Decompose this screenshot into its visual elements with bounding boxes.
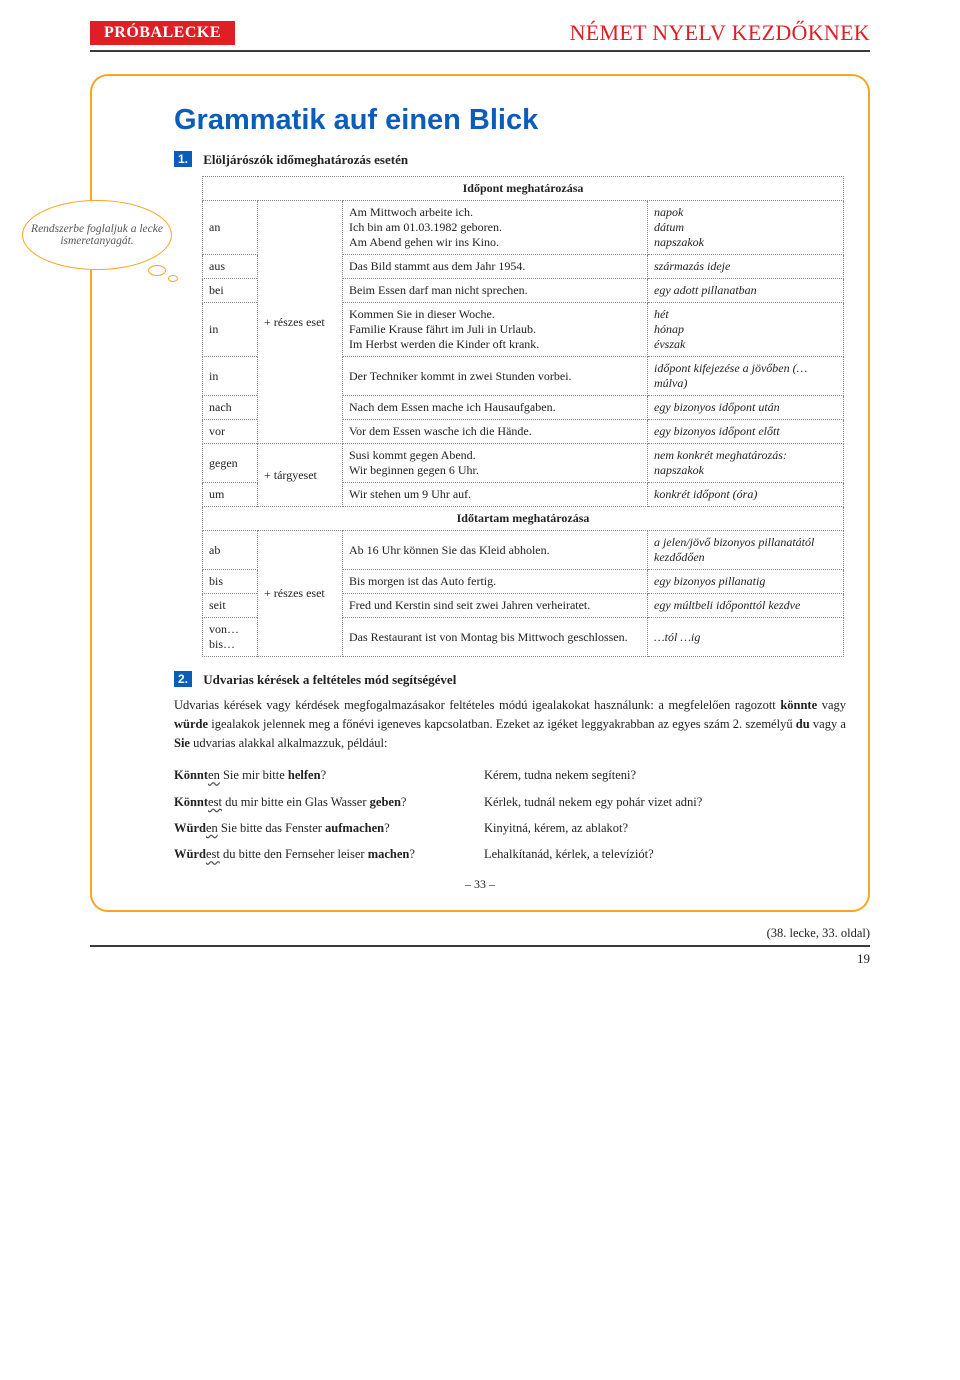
table-row: gegen + tárgyeset Susi kommt gegen Abend… [203, 444, 844, 483]
example-cell: Nach dem Essen mache ich Hausaufgaben. [343, 396, 648, 420]
footer-page-number: 19 [0, 951, 870, 967]
header-right-title: NÉMET NYELV KEZDŐKNEK [570, 20, 870, 46]
table-subhead-row: Időtartam meghatározása [203, 507, 844, 531]
meaning-cell: a jelen/jövő bizonyos pillanatától kezdő… [648, 531, 844, 570]
footer-rule [90, 945, 870, 947]
case-cell: + részes eset [258, 201, 343, 444]
example-cell: Am Mittwoch arbeite ich.Ich bin am 01.03… [343, 201, 648, 255]
prep-cell: um [203, 483, 258, 507]
examples-block: Könnten Sie mir bitte helfen? Könntest d… [174, 762, 846, 867]
example-cell: Wir stehen um 9 Uhr auf. [343, 483, 648, 507]
example-line: Könntest du mir bitte ein Glas Wasser ge… [174, 789, 484, 815]
header-left-badge: PRÓBALECKE [90, 21, 235, 45]
example-translation: Kinyitná, kérem, az ablakot? [484, 815, 846, 841]
meaning-cell: egy múltbeli időponttól kezdve [648, 594, 844, 618]
meaning-cell: konkrét időpont (óra) [648, 483, 844, 507]
prep-cell: seit [203, 594, 258, 618]
table-subhead-row: Időpont meghatározása [203, 177, 844, 201]
example-cell: Der Techniker kommt in zwei Stunden vorb… [343, 357, 648, 396]
example-line: Würden Sie bitte das Fenster aufmachen? [174, 815, 484, 841]
page-title: Grammatik auf einen Blick [174, 104, 846, 137]
section-number: 2. [174, 671, 192, 687]
prep-cell: gegen [203, 444, 258, 483]
meaning-cell: napokdátumnapszakok [648, 201, 844, 255]
example-cell: Vor dem Essen wasche ich die Hände. [343, 420, 648, 444]
prep-cell: nach [203, 396, 258, 420]
example-line: Würdest du bitte den Fernseher leiser ma… [174, 841, 484, 867]
prep-cell: in [203, 303, 258, 357]
bubble-tail [148, 265, 166, 276]
example-line: Könnten Sie mir bitte helfen? [174, 762, 484, 788]
prep-cell: von…bis… [203, 618, 258, 657]
meaning-cell: egy bizonyos időpont után [648, 396, 844, 420]
meaning-cell: nem konkrét meghatározás:napszakok [648, 444, 844, 483]
section-number: 1. [174, 151, 192, 167]
section-2-label: Udvarias kérések a feltételes mód segíts… [203, 672, 456, 687]
example-translation: Kérlek, tudnál nekem egy pohár vizet adn… [484, 789, 846, 815]
prep-cell: aus [203, 255, 258, 279]
example-cell: Das Restaurant ist von Montag bis Mittwo… [343, 618, 648, 657]
bubble-tail [168, 275, 178, 282]
prep-cell: in [203, 357, 258, 396]
section-2-heading: 2. Udvarias kérések a feltételes mód seg… [174, 671, 846, 688]
bubble-text: Rendszerbe foglaljuk a lecke ismeretanya… [31, 223, 163, 247]
table-row: an + részes eset Am Mittwoch arbeite ich… [203, 201, 844, 255]
examples-german: Könnten Sie mir bitte helfen? Könntest d… [174, 762, 484, 867]
case-cell: + tárgyeset [258, 444, 343, 507]
prep-cell: vor [203, 420, 258, 444]
subhead-idopont: Időpont meghatározása [203, 177, 844, 201]
meaning-cell: egy adott pillanatban [648, 279, 844, 303]
section-1-heading: 1. Elöljárószók időmeghatározás esetén [174, 151, 846, 168]
header-rule [90, 50, 870, 52]
meaning-cell: egy bizonyos időpont előtt [648, 420, 844, 444]
section-2: 2. Udvarias kérések a feltételes mód seg… [174, 671, 846, 867]
prep-cell: bei [203, 279, 258, 303]
examples-hungarian: Kérem, tudna nekem segíteni? Kérlek, tud… [484, 762, 846, 867]
example-cell: Ab 16 Uhr können Sie das Kleid abholen. [343, 531, 648, 570]
example-cell: Fred und Kerstin sind seit zwei Jahren v… [343, 594, 648, 618]
meaning-cell: …tól …ig [648, 618, 844, 657]
inner-page-number: – 33 – [114, 877, 846, 892]
footer-reference: (38. lecke, 33. oldal) [0, 926, 870, 941]
table-row: ab + részes eset Ab 16 Uhr können Sie da… [203, 531, 844, 570]
content-frame: Grammatik auf einen Blick 1. Elöljárószó… [90, 74, 870, 912]
meaning-cell: származás ideje [648, 255, 844, 279]
example-cell: Kommen Sie in dieser Woche.Familie Kraus… [343, 303, 648, 357]
section-2-paragraph: Udvarias kérések vagy kérdések megfogalm… [174, 696, 846, 752]
page-header: PRÓBALECKE NÉMET NYELV KEZDŐKNEK [0, 0, 960, 50]
example-cell: Das Bild stammt aus dem Jahr 1954. [343, 255, 648, 279]
subhead-idotartam: Időtartam meghatározása [203, 507, 844, 531]
example-translation: Lehalkítanád, kérlek, a televíziót? [484, 841, 846, 867]
prep-cell: an [203, 201, 258, 255]
prepositions-table: Időpont meghatározása an + részes eset A… [202, 176, 844, 657]
prep-cell: ab [203, 531, 258, 570]
meaning-cell: időpont kifejezése a jövőben (… múlva) [648, 357, 844, 396]
section-1-label: Elöljárószók időmeghatározás esetén [203, 152, 408, 167]
example-translation: Kérem, tudna nekem segíteni? [484, 762, 846, 788]
example-cell: Bis morgen ist das Auto fertig. [343, 570, 648, 594]
example-cell: Susi kommt gegen Abend.Wir beginnen gege… [343, 444, 648, 483]
example-cell: Beim Essen darf man nicht sprechen. [343, 279, 648, 303]
prep-cell: bis [203, 570, 258, 594]
speech-bubble: Rendszerbe foglaljuk a lecke ismeretanya… [22, 200, 172, 270]
meaning-cell: héthónapévszak [648, 303, 844, 357]
meaning-cell: egy bizonyos pillanatig [648, 570, 844, 594]
case-cell: + részes eset [258, 531, 343, 657]
